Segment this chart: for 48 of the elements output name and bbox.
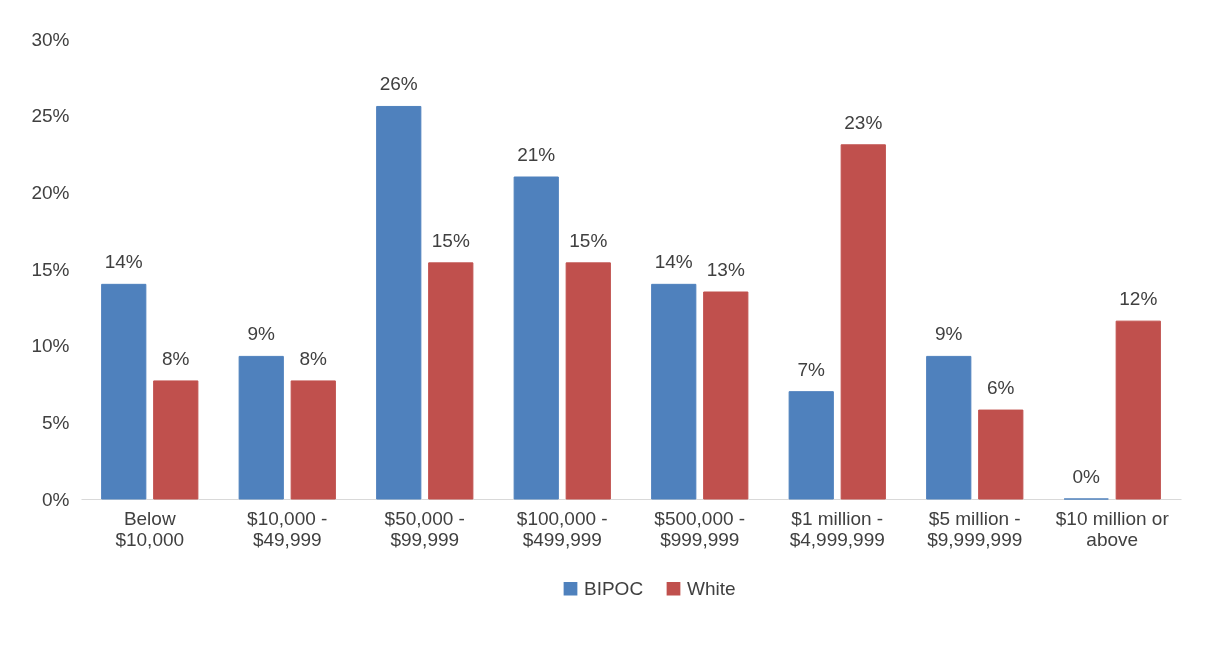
bar [840,144,886,500]
bar [565,262,611,500]
data-label: 14% [654,251,693,273]
legend-label: BIPOC [584,577,644,599]
y-tick-label: 10% [31,335,70,357]
data-label: 21% [517,144,556,165]
bar [1115,320,1161,500]
bar [978,409,1024,500]
data-label: 14% [104,251,143,273]
x-tick-label: Below $10,000 [115,507,185,550]
bar [788,391,834,500]
y-tick-label: 30% [31,28,70,50]
x-tick-label: $1 million - $4,999,999 [789,507,885,550]
bar [290,380,336,500]
data-label: 13% [706,259,745,280]
y-tick-label: 20% [31,181,70,203]
y-tick-label: 25% [31,105,70,127]
bar [238,355,284,500]
x-tick-label: $50,000 - $99,999 [384,507,465,550]
data-label: 6% [987,377,1015,399]
data-label: 23% [844,111,883,133]
x-tick-label: $5 million - $9,999,999 [927,507,1023,550]
y-tick-label: 0% [42,488,70,510]
x-tick-label: $10,000 - $49,999 [247,507,328,550]
y-tick-label: 5% [42,411,70,433]
x-tick-label: $10 million or above [1055,507,1170,550]
y-tick-label: 15% [31,258,70,280]
x-tick-label: $500,000 - $999,999 [654,507,746,550]
data-label: 15% [431,229,470,251]
data-label: 7% [797,358,826,380]
data-label: 26% [379,73,418,95]
data-label: 15% [569,229,608,251]
bar [101,283,147,500]
bar [376,105,422,500]
bar [513,176,559,500]
data-label: 9% [935,323,963,345]
bar [703,291,749,500]
data-label: 12% [1119,288,1158,310]
bar [153,380,199,500]
bar [428,262,474,500]
data-label: 9% [247,323,276,345]
data-label: 0% [1072,466,1101,487]
data-label: 8% [162,347,190,369]
bar [926,355,972,500]
bar [651,283,697,500]
data-label: 8% [299,347,328,369]
legend-label: White [687,577,736,599]
x-tick-label: $100,000 - $499,999 [516,507,608,550]
